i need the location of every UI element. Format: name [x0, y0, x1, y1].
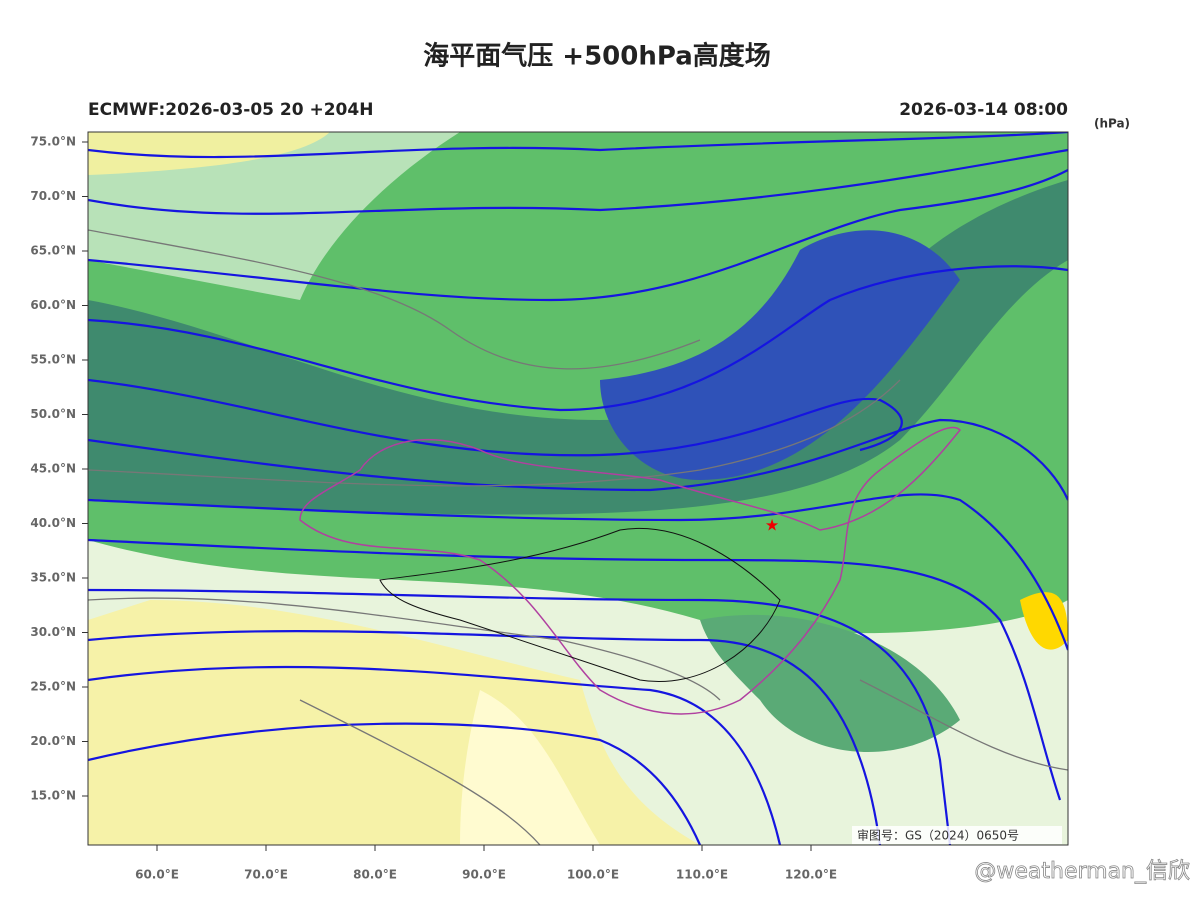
lat-label: 30.0°N	[30, 625, 76, 639]
lat-label: 20.0°N	[30, 734, 76, 748]
lat-label: 25.0°N	[30, 680, 76, 694]
lat-label: 70.0°N	[30, 189, 76, 203]
watermark: @weatherman_信欣	[974, 859, 1190, 884]
lat-label: 50.0°N	[30, 407, 76, 421]
lon-label: 110.0°E	[676, 868, 728, 882]
lat-label: 40.0°N	[30, 516, 76, 530]
lat-label: 35.0°N	[30, 571, 76, 585]
lat-label: 55.0°N	[30, 353, 76, 367]
lon-label: 100.0°E	[567, 868, 619, 882]
lon-label: 60.0°E	[135, 868, 179, 882]
lat-label: 60.0°N	[30, 298, 76, 312]
lat-label: 65.0°N	[30, 244, 76, 258]
lat-label: 45.0°N	[30, 462, 76, 476]
colorbar-unit: (hPa)	[1094, 117, 1130, 131]
map-area: ★	[88, 132, 1068, 845]
lon-label: 80.0°E	[353, 868, 397, 882]
lat-label: 75.0°N	[30, 135, 76, 149]
approval-number: 审图号：GS（2024）0650号	[857, 828, 1019, 843]
lon-label: 120.0°E	[785, 868, 837, 882]
run-label: ECMWF:2026-03-05 20 +204H	[88, 100, 373, 120]
lon-label: 90.0°E	[462, 868, 506, 882]
lat-label: 15.0°N	[30, 789, 76, 803]
lon-label: 70.0°E	[244, 868, 288, 882]
valid-time: 2026-03-14 08:00	[899, 100, 1068, 120]
capital-star: ★	[765, 516, 779, 535]
title: 海平面气压 +500hPa高度场	[423, 41, 771, 72]
map-frame	[87, 131, 1069, 846]
approval-bg	[852, 826, 1062, 844]
